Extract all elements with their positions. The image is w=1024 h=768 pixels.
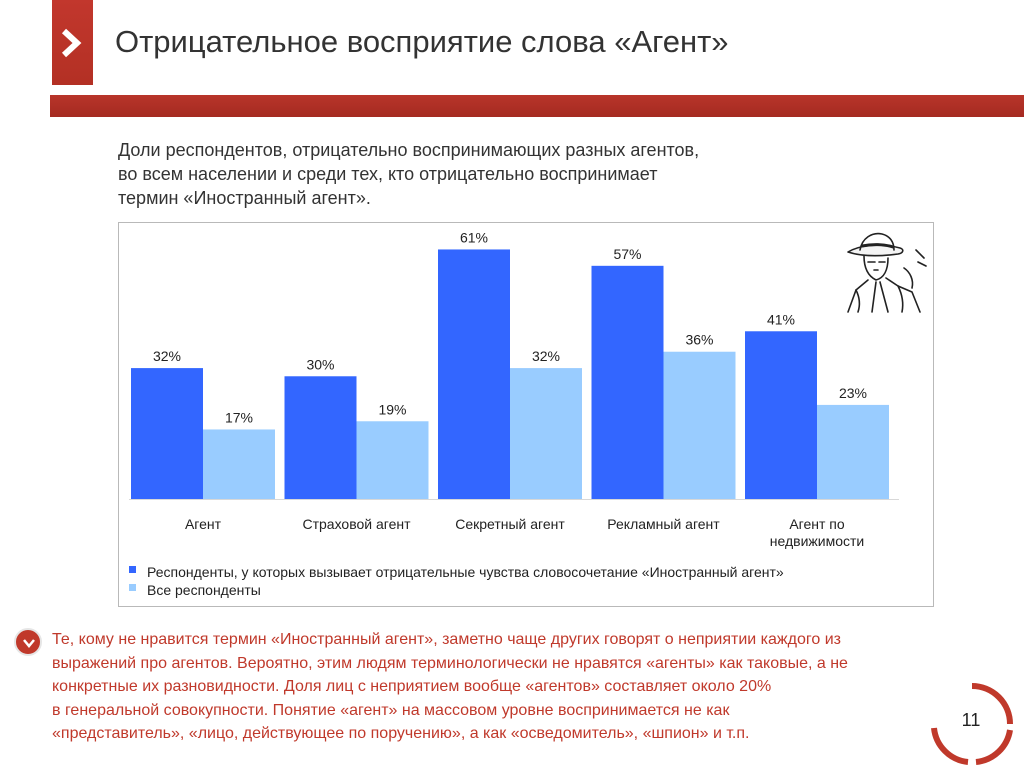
- logo-box: [52, 0, 93, 85]
- category-label: недвижимости: [770, 533, 864, 549]
- subtitle-line: во всем населении и среди тех, кто отриц…: [118, 164, 658, 184]
- data-label: 23%: [839, 385, 867, 401]
- legend-label: Респонденты, у которых вызывает отрицате…: [147, 564, 784, 580]
- data-label: 41%: [767, 311, 795, 327]
- conclusion-line: «представитель», «лицо, действующее по п…: [52, 725, 750, 743]
- chevron-right-icon: [61, 28, 82, 58]
- legend-swatch-dark: [129, 566, 136, 573]
- subtitle-line: термин «Иностранный агент».: [118, 188, 371, 208]
- bar: [663, 351, 736, 499]
- chart-frame: 32% 17% Агент 30% 19% Страховой агент 61% 32% Се…: [118, 222, 934, 607]
- bar: [203, 429, 275, 499]
- bar: [745, 331, 817, 499]
- title-divider-bar: [50, 95, 1024, 117]
- conclusion-text: Те, кому не нравится термин «Иностранный…: [52, 628, 962, 746]
- chart-subtitle: Доли респондентов, отрицательно восприни…: [118, 138, 878, 210]
- page-number-ring: [931, 683, 1013, 765]
- category-label: Рекламный агент: [607, 516, 720, 532]
- bar: [591, 265, 664, 499]
- data-label: 61%: [460, 229, 488, 245]
- category-label: Секретный агент: [455, 516, 565, 532]
- chart-legend: Респонденты, у которых вызывает отрицате…: [127, 563, 784, 599]
- page-number: 11: [961, 710, 981, 730]
- category-label: Агент: [185, 516, 222, 532]
- conclusion-line: в генеральной совокупности. Понятие «аге…: [52, 701, 730, 719]
- bar: [131, 368, 203, 499]
- expand-circle-button[interactable]: [14, 628, 42, 656]
- spy-illustration-icon: [847, 232, 927, 313]
- category-label: Агент по: [789, 516, 845, 532]
- legend-swatch-light: [129, 584, 136, 591]
- legend-label: Все респонденты: [147, 582, 261, 598]
- bar: [284, 376, 357, 499]
- conclusion-line: конкретные их разновидности. Доля лиц с …: [52, 678, 772, 696]
- bar: [356, 421, 429, 499]
- data-label: 19%: [378, 401, 406, 417]
- subtitle-line: Доли респондентов, отрицательно восприни…: [118, 140, 700, 160]
- legend-item-all-respondents: Все респонденты: [127, 581, 784, 599]
- data-label: 32%: [153, 348, 181, 364]
- category-label: Страховой агент: [302, 516, 411, 532]
- data-label: 17%: [225, 409, 253, 425]
- data-label: 30%: [306, 356, 334, 372]
- data-label: 36%: [685, 332, 713, 348]
- bar: [817, 404, 889, 499]
- chevron-down-icon: [23, 639, 35, 648]
- legend-item-target-group: Респонденты, у которых вызывает отрицате…: [127, 563, 784, 581]
- page-title: Отрицательное восприятие слова «Агент»: [115, 24, 729, 59]
- data-label: 32%: [532, 348, 560, 364]
- bar-chart: 32% 17% Агент 30% 19% Страховой агент 61% 32% Се…: [129, 229, 899, 549]
- conclusion-line: Те, кому не нравится термин «Иностранный…: [52, 631, 841, 648]
- conclusion-line: выражений про агентов. Вероятно, этим лю…: [52, 654, 848, 672]
- bar: [438, 249, 510, 499]
- bar: [510, 368, 582, 499]
- data-label: 57%: [613, 246, 641, 262]
